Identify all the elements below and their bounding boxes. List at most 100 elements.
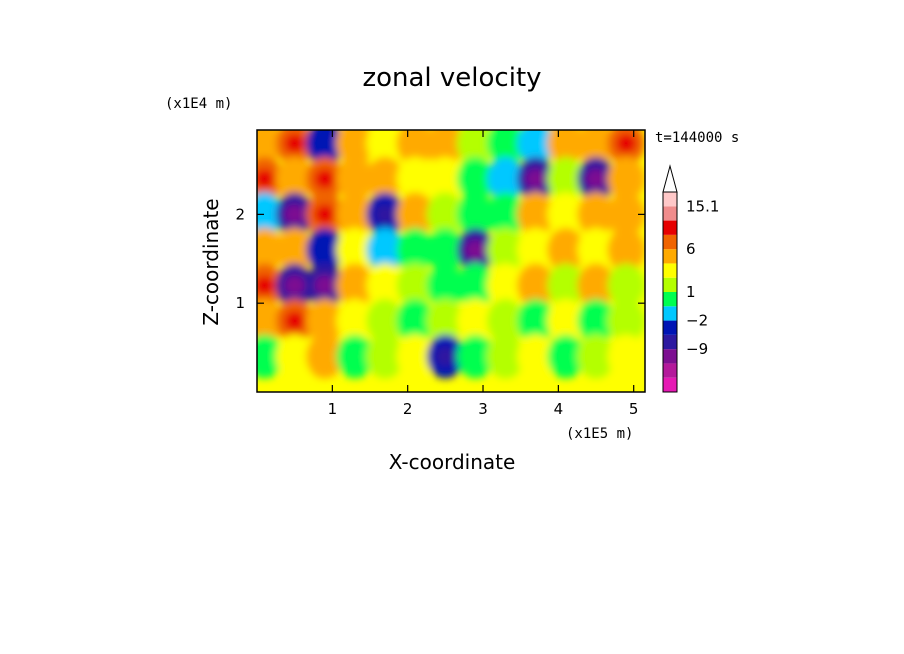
field-cell [275, 156, 314, 201]
y-axis-label: Z-coordinate [199, 198, 223, 325]
field-cell [336, 298, 374, 343]
field-cell [547, 130, 585, 166]
field-cell [306, 130, 344, 166]
field-cell [366, 298, 404, 343]
field-cell [456, 298, 495, 343]
field-cell [396, 227, 434, 272]
colorbar-bin [663, 234, 677, 250]
field-cell [577, 263, 615, 308]
field-core [284, 311, 305, 331]
x-unit-label: (x1E5 m) [566, 426, 633, 442]
colorbar-label: 15.1 [686, 197, 719, 215]
field-cell [426, 298, 465, 343]
field-cell [396, 192, 434, 237]
field-cell [547, 227, 585, 272]
field-cell [275, 334, 314, 379]
colorbar-bin [663, 263, 677, 278]
field-cell [336, 130, 374, 166]
field-cell [456, 334, 495, 379]
colorbar-bin [663, 192, 677, 207]
field-cell [607, 334, 645, 379]
time-label: t=144000 s [655, 130, 739, 146]
field-cell [306, 334, 344, 379]
field-cell [396, 334, 434, 379]
colorbar-bin [663, 320, 677, 335]
field-cell [517, 227, 555, 272]
field-cell [257, 227, 284, 272]
field-cell [547, 192, 585, 237]
field-core [525, 168, 547, 189]
colorbar-bin [663, 277, 677, 292]
field-cell [517, 130, 555, 166]
field-cell [486, 192, 525, 237]
field-cell [486, 130, 525, 166]
field-core [284, 204, 305, 225]
x-axis: 1 2 3 4 5 [328, 130, 639, 418]
contour-field [257, 130, 645, 392]
field-core [585, 168, 607, 189]
y-tick-label: 1 [235, 294, 245, 312]
field-core [314, 275, 336, 296]
field-cell [336, 334, 374, 379]
colorbar-extend-arrow [662, 164, 678, 193]
field-cell [486, 298, 525, 343]
field-cell [517, 298, 555, 343]
field-cell [257, 298, 284, 343]
field-core [284, 133, 305, 154]
field-cell [517, 334, 555, 379]
field-cell [577, 298, 615, 343]
field-cell [577, 227, 615, 272]
field-cell [396, 156, 434, 201]
field-cell [396, 298, 434, 343]
field-cell [426, 192, 465, 237]
field-core [257, 275, 275, 296]
field-core [435, 346, 456, 367]
y-unit-label: (x1E4 m) [165, 96, 232, 112]
field-core [257, 168, 275, 189]
field-cell [336, 156, 374, 201]
field-cell [607, 263, 645, 308]
x-tick-label: 3 [478, 400, 488, 418]
field-cell [366, 334, 404, 379]
field-cell [486, 227, 525, 272]
field-cell [366, 227, 404, 272]
field-cell [456, 156, 495, 201]
field-cell [366, 130, 404, 166]
colorbar-bin [663, 249, 677, 264]
colorbar-bin [663, 363, 677, 378]
x-tick-label: 4 [554, 400, 564, 418]
x-tick-label: 2 [403, 400, 413, 418]
colorbar-bin [663, 306, 677, 321]
colorbar-bin [663, 206, 677, 221]
field-cell [486, 334, 525, 379]
field-cell [306, 227, 344, 272]
field-cell [456, 192, 495, 237]
colorbar-label: −2 [686, 312, 708, 330]
field-cell [396, 130, 434, 166]
field-cell [517, 263, 555, 308]
field-cell [366, 263, 404, 308]
field-core [615, 133, 637, 154]
field-cell [275, 227, 314, 272]
field-cell [396, 263, 434, 308]
x-tick-label: 5 [629, 400, 639, 418]
colorbar-label: 6 [686, 240, 696, 258]
field-cell [486, 156, 525, 201]
field-cell [257, 334, 284, 379]
field-cell [426, 263, 465, 308]
colorbar-bin [663, 349, 677, 364]
field-cell [607, 227, 645, 272]
colorbar-label: −9 [686, 340, 708, 358]
field-cell [336, 192, 374, 237]
colorbar-bin [663, 220, 677, 235]
field-cell [306, 298, 344, 343]
field-cell [426, 156, 465, 201]
colorbar-bin [663, 292, 677, 307]
colorbar-label: 1 [686, 283, 696, 301]
field-cell [426, 227, 465, 272]
colorbar: 15.1 6 1 −2 −9 [662, 164, 719, 393]
field-core [314, 168, 336, 189]
field-cell [547, 334, 585, 379]
chart-title: zonal velocity [362, 63, 541, 93]
